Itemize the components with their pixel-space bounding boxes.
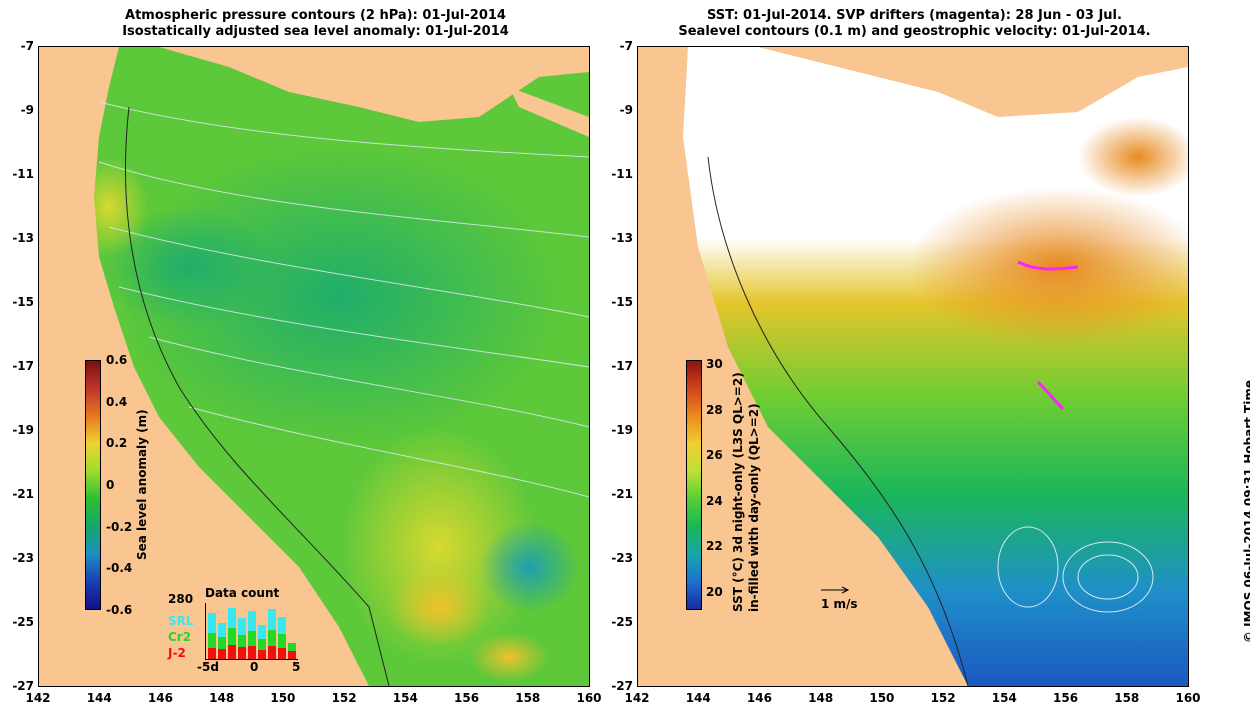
left-x-tick: 146 [147,691,173,705]
left-colorbar-tick: -0.6 [106,603,133,617]
left-map [38,46,590,687]
right-x-tick: 144 [685,691,711,705]
right-y-tick: -15 [611,295,633,309]
right-y-tick: -19 [611,423,633,437]
left-y-tick: -13 [12,231,34,245]
data-count-max: 280 [168,592,194,606]
left-y-tick: -25 [12,615,34,629]
left-x-tick: 150 [270,691,296,705]
left-colorbar-label: Sea level anomaly (m) [135,409,149,560]
right-title-line1: SST: 01-Jul-2014. SVP drifters (magenta)… [707,8,1122,23]
data-count-source-cr2: Cr2 [168,630,192,644]
right-y-tick: -25 [611,615,633,629]
right-x-tick: 142 [624,691,650,705]
right-colorbar-tick: 24 [706,493,723,508]
left-x-tick: 142 [25,691,51,705]
data-count-source-srl: SRL [168,614,194,628]
left-colorbar-tick: -0.4 [106,561,133,576]
data-count-histogram [205,603,298,660]
left-title-line1: Atmospheric pressure contours (2 hPa): 0… [125,8,506,23]
right-colorbar [686,360,702,610]
left-x-tick: 158 [515,691,541,705]
right-land-australia [638,47,968,686]
right-colorbar-tick: 20 [706,585,723,599]
left-colorbar-tick: 0 [106,478,115,492]
left-x-tick: 160 [576,691,602,705]
right-x-tick: 150 [869,691,895,705]
left-y-tick: -21 [12,487,34,501]
right-colorbar-tick: 22 [706,539,723,554]
right-x-tick: 156 [1053,691,1079,705]
data-count-xtick-1: 0 [250,660,259,674]
data-count-source-j2: J-2 [168,646,186,660]
right-y-tick: -17 [611,359,633,373]
left-y-tick: -19 [12,423,34,437]
right-y-tick: -7 [619,39,633,53]
right-y-tick: -23 [611,551,633,565]
velocity-scale-label: 1 m/s [821,597,858,611]
right-colorbar-label: SST (°C) 3d night-only (L3S QL>=2) in-fi… [730,372,762,612]
right-x-tick: 148 [808,691,834,705]
left-land-australia [39,47,369,686]
right-y-tick: -11 [611,167,633,181]
right-x-tick: 160 [1175,691,1201,705]
left-y-tick: -23 [12,551,34,565]
right-y-tick: -13 [611,231,633,245]
left-land-solomons [509,87,589,137]
velocity-scale-arrow [821,586,850,594]
left-y-tick: -7 [20,39,34,53]
left-land-png [159,47,589,122]
left-x-tick: 152 [331,691,357,705]
left-y-tick: -9 [20,103,34,117]
right-colorbar-tick: 26 [706,448,723,463]
right-y-tick: -9 [619,103,633,117]
right-land-png [758,47,1188,117]
footer-credit: © IMOS 06-Jul-2014 09:31 Hobart Time [1242,380,1250,643]
right-x-tick: 152 [930,691,956,705]
left-colorbar-tick: 0.6 [106,353,128,367]
right-colorbar-label-line1: SST (°C) 3d night-only (L3S QL>=2) [731,372,745,612]
data-count-xtick-2: 5 [292,660,301,674]
left-y-tick: -17 [12,359,34,373]
right-title: SST: 01-Jul-2014. SVP drifters (magenta)… [637,8,1192,40]
right-map: 1 m/s [637,46,1189,687]
left-colorbar [85,360,101,610]
right-colorbar-tick: 30 [706,357,723,371]
right-y-tick: -27 [611,679,633,693]
left-y-tick: -15 [12,295,34,309]
left-title: Atmospheric pressure contours (2 hPa): 0… [38,8,593,40]
right-title-line2: Sealevel contours (0.1 m) and geostrophi… [678,24,1151,39]
left-y-tick: -11 [12,167,34,181]
data-count-title: Data count [205,586,280,600]
left-colorbar-tick: 0.4 [106,394,128,409]
right-x-tick: 158 [1114,691,1140,705]
left-title-line2: Isostatically adjusted sea level anomaly… [122,24,509,39]
right-y-tick: -21 [611,487,633,501]
drifter-track-2 [1036,380,1065,411]
left-x-tick: 148 [209,691,235,705]
left-colorbar-tick: 0.2 [106,436,128,451]
right-colorbar-tick: 28 [706,402,723,417]
data-count-xtick-0: -5d [197,660,219,674]
right-x-tick: 154 [991,691,1017,705]
right-colorbar-label-line2: in-filled with day-only (QL>=2) [747,403,761,612]
left-colorbar-tick: -0.2 [106,519,133,534]
left-y-tick: -27 [12,679,34,693]
left-x-tick: 156 [454,691,480,705]
left-x-tick: 154 [392,691,418,705]
left-x-tick: 144 [86,691,112,705]
drifter-track-1 [1017,260,1079,271]
right-x-tick: 146 [746,691,772,705]
